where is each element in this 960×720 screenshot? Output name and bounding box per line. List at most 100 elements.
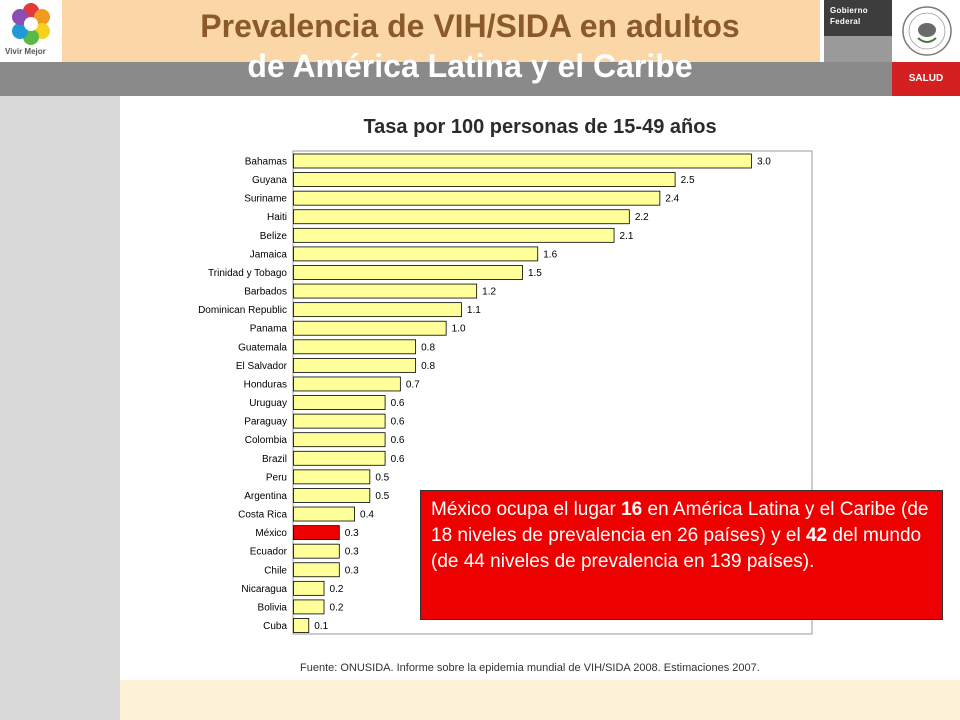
bar-3 (293, 209, 630, 225)
bar-12 (293, 376, 401, 392)
value-label-2: 2.4 (665, 194, 679, 205)
bar-0 (293, 153, 752, 169)
value-label-6: 1.5 (528, 268, 542, 279)
value-label-21: 0.3 (345, 547, 359, 558)
flower-logo-icon (12, 3, 50, 45)
bar-4 (293, 227, 615, 243)
category-label-11: El Salvador (236, 361, 288, 372)
category-label-12: Honduras (244, 379, 287, 390)
source-note: Fuente: ONUSIDA. Informe sobre la epidem… (300, 662, 760, 674)
callout-rank-latam: 16 (621, 499, 643, 520)
callout-text-2: en América Latina y el Caribe (de 18 niv… (431, 499, 929, 546)
category-label-8: Dominican Republic (198, 305, 287, 316)
bar-21 (293, 543, 340, 559)
bottom-band (120, 680, 960, 720)
bar-24 (293, 599, 325, 615)
bar-22 (293, 562, 340, 578)
bar-8 (293, 302, 462, 318)
value-label-17: 0.5 (375, 472, 389, 483)
category-label-4: Belize (260, 231, 288, 242)
category-label-5: Jamaica (250, 249, 288, 260)
header-grey-band (0, 62, 960, 96)
value-label-7: 1.2 (482, 287, 496, 298)
callout-text-3: del mundo (de 44 niveles de prevalencia … (431, 525, 922, 572)
category-label-15: Colombia (245, 435, 288, 446)
bar-10 (293, 339, 417, 355)
value-label-16: 0.6 (391, 454, 405, 465)
bar-23 (293, 580, 325, 596)
value-label-15: 0.6 (391, 435, 405, 446)
page-title: Prevalencia de VIH/SIDA en adultos de Am… (120, 0, 820, 96)
logo-caption: Vivir Mejor (5, 47, 46, 56)
value-label-22: 0.3 (345, 565, 359, 576)
value-label-1: 2.5 (681, 175, 695, 186)
bar-9 (293, 320, 447, 336)
category-label-21: Ecuador (250, 547, 288, 558)
bar-2 (293, 190, 661, 206)
value-label-11: 0.8 (421, 361, 435, 372)
plot-area-frame (292, 150, 813, 635)
bar-16 (293, 450, 386, 466)
category-label-23: Nicaragua (241, 584, 287, 595)
value-label-20: 0.3 (345, 528, 359, 539)
value-label-8: 1.1 (467, 305, 481, 316)
header-peach-band (62, 0, 820, 62)
bar-5 (293, 246, 539, 262)
bar-6 (293, 265, 523, 280)
category-label-19: Costa Rica (238, 510, 287, 521)
value-label-19: 0.4 (360, 510, 374, 521)
value-label-25: 0.1 (314, 621, 328, 632)
national-seal-icon (902, 6, 952, 56)
category-label-16: Brazil (262, 454, 287, 465)
left-sidebar-strip (0, 96, 120, 720)
value-label-24: 0.2 (330, 602, 344, 613)
value-label-18: 0.5 (375, 491, 389, 502)
callout-text-1: México ocupa el lugar (431, 499, 622, 520)
value-label-23: 0.2 (330, 584, 344, 595)
category-label-9: Panama (250, 324, 288, 335)
gov-label-box: Gobierno Federal (824, 0, 892, 36)
category-label-7: Barbados (244, 287, 287, 298)
value-label-3: 2.2 (635, 212, 649, 223)
category-label-17: Peru (266, 472, 287, 483)
bar-13 (293, 395, 386, 410)
mexico-callout: México ocupa el lugar 16 en América Lati… (420, 490, 943, 620)
category-label-14: Paraguay (244, 417, 287, 428)
chart-title: Tasa por 100 personas de 15-49 años (363, 116, 717, 138)
value-label-13: 0.6 (391, 398, 405, 409)
category-label-25: Cuba (263, 621, 287, 632)
bar-17 (293, 469, 371, 485)
value-label-9: 1.0 (452, 324, 466, 335)
category-label-2: Suriname (244, 194, 287, 205)
value-label-4: 2.1 (620, 231, 634, 242)
bar-25 (293, 618, 310, 633)
bar-chart: Bahamas 3.0 Guyana 2.5 Suriname 2.4 Haiti 2.2 Be… (198, 150, 813, 635)
category-label-6: Trinidad y Tobago (208, 268, 287, 279)
value-label-5: 1.6 (543, 249, 557, 260)
category-label-10: Guatemala (238, 342, 287, 353)
bar-15 (293, 432, 386, 448)
bar-11 (293, 357, 417, 373)
value-label-12: 0.7 (406, 379, 420, 390)
bar-20 (293, 525, 340, 541)
category-label-24: Bolivia (258, 602, 288, 613)
value-label-14: 0.6 (391, 417, 405, 428)
gov-line-1: Gobierno (830, 6, 868, 15)
bar-19 (293, 506, 355, 522)
value-label-10: 0.8 (421, 342, 435, 353)
title-line-2: de América Latina y el Caribe (247, 48, 693, 84)
category-label-22: Chile (264, 565, 287, 576)
category-label-20: México (255, 528, 287, 539)
category-label-18: Argentina (244, 491, 287, 502)
salud-label: SALUD (892, 62, 960, 96)
bar-18 (293, 488, 371, 503)
bar-14 (293, 413, 386, 429)
bar-1 (293, 172, 676, 187)
title-line-1: Prevalencia de VIH/SIDA en adultos (200, 8, 740, 44)
value-label-0: 3.0 (757, 157, 771, 168)
category-label-0: Bahamas (245, 157, 287, 168)
callout-rank-world: 42 (805, 525, 828, 546)
gov-line-2: Federal (830, 17, 861, 26)
bar-7 (293, 283, 478, 299)
government-logo: Gobierno Federal SALUD (824, 0, 960, 96)
